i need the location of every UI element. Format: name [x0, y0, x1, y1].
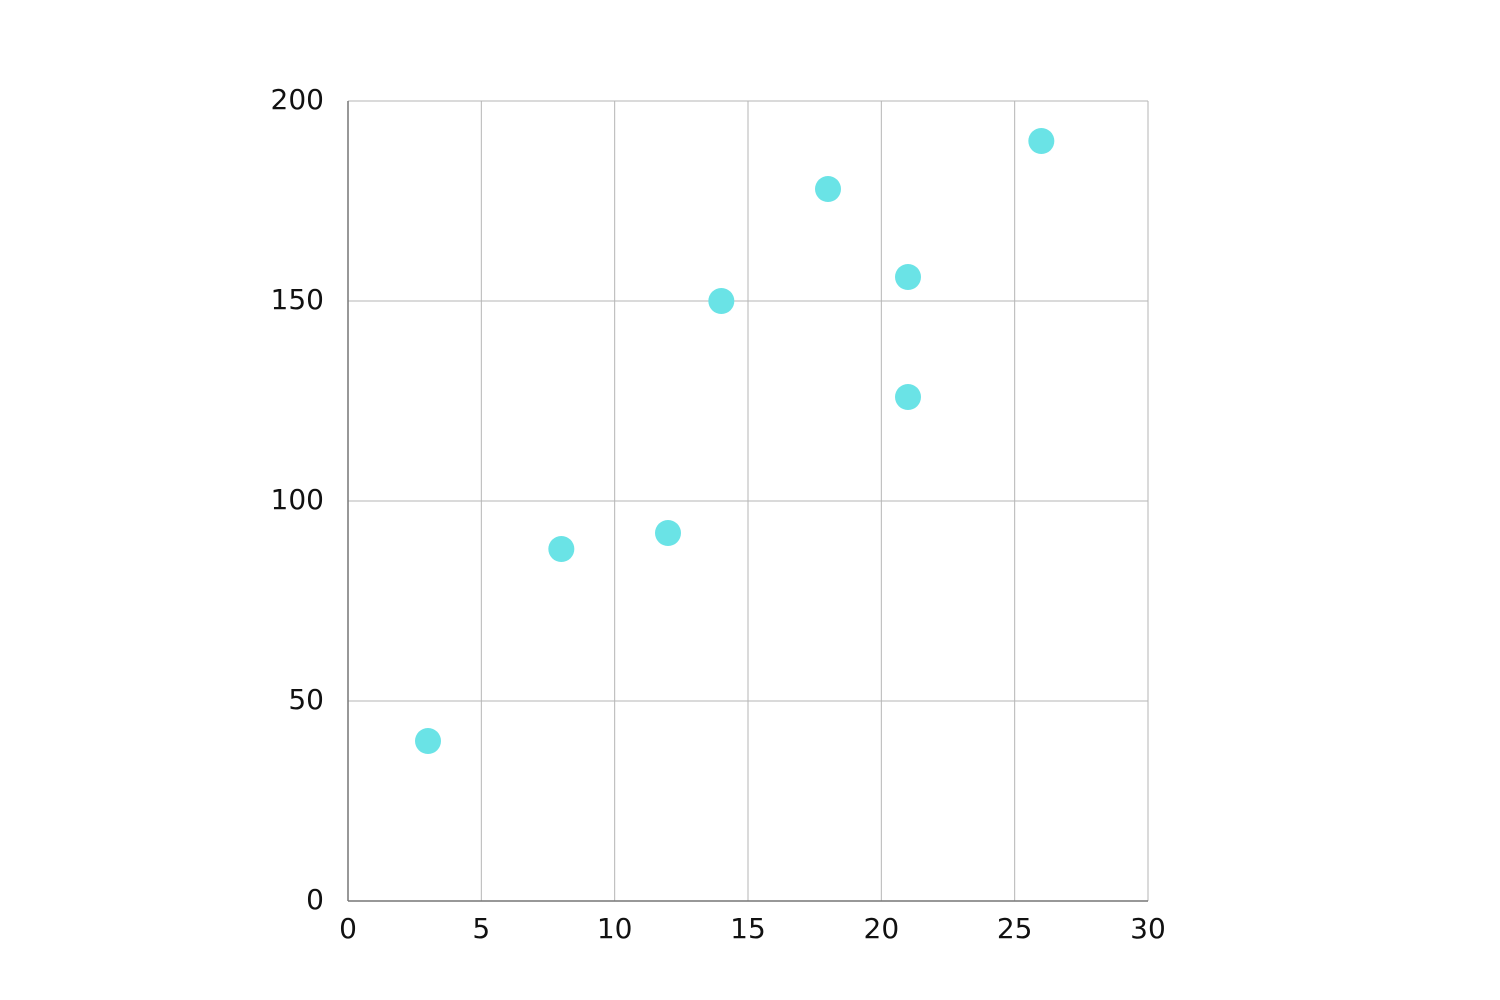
point: [895, 264, 921, 290]
point: [415, 728, 441, 754]
x-tick-label: 15: [730, 912, 766, 945]
point: [815, 176, 841, 202]
x-tick-label: 20: [864, 912, 900, 945]
y-tick-label: 0: [306, 883, 324, 916]
y-tick-label: 100: [271, 483, 324, 516]
x-tick-label: 30: [1130, 912, 1166, 945]
x-tick-label: 25: [997, 912, 1033, 945]
point: [708, 288, 735, 314]
x-tick-label: 5: [472, 912, 490, 945]
y-tick-label: 200: [271, 83, 324, 116]
point: [1028, 128, 1055, 154]
x-tick-label: 10: [597, 912, 633, 945]
point: [548, 536, 575, 562]
y-tick-label: 150: [271, 283, 324, 316]
point: [895, 384, 921, 410]
point: [655, 520, 681, 546]
x-tick-label: 0: [339, 912, 357, 945]
y-tick-label: 50: [288, 683, 324, 716]
